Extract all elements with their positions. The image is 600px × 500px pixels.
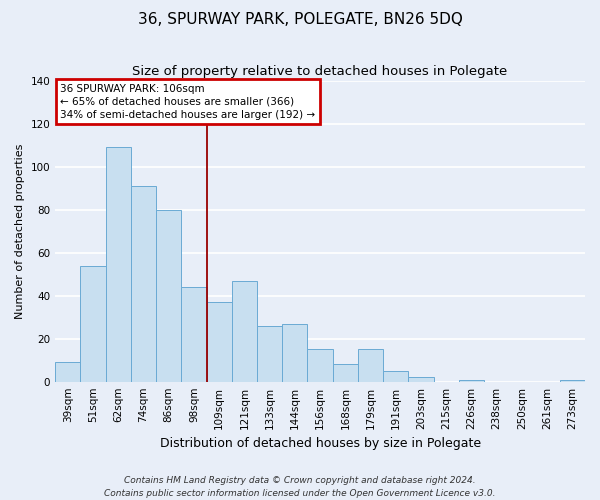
Bar (307, 350, 332, 382)
Text: 36 SPURWAY PARK: 106sqm
← 65% of detached houses are smaller (366)
34% of semi-d: 36 SPURWAY PARK: 106sqm ← 65% of detache… (61, 84, 316, 120)
Text: Contains HM Land Registry data © Crown copyright and database right 2024.
Contai: Contains HM Land Registry data © Crown c… (104, 476, 496, 498)
Bar (206, 302, 232, 382)
Bar (459, 380, 484, 382)
Bar (106, 147, 131, 382)
Bar (232, 280, 257, 382)
Bar (409, 378, 434, 382)
Bar (131, 186, 156, 382)
Bar (560, 380, 585, 382)
Bar (257, 326, 282, 382)
Y-axis label: Number of detached properties: Number of detached properties (15, 144, 25, 319)
Bar (55, 362, 80, 382)
Bar (282, 324, 307, 382)
Bar (156, 210, 181, 382)
Bar (358, 350, 383, 382)
X-axis label: Distribution of detached houses by size in Polegate: Distribution of detached houses by size … (160, 437, 481, 450)
Bar (181, 287, 206, 382)
Bar (332, 364, 358, 382)
Bar (383, 371, 409, 382)
Bar (80, 266, 106, 382)
Title: Size of property relative to detached houses in Polegate: Size of property relative to detached ho… (133, 65, 508, 78)
Text: 36, SPURWAY PARK, POLEGATE, BN26 5DQ: 36, SPURWAY PARK, POLEGATE, BN26 5DQ (137, 12, 463, 28)
